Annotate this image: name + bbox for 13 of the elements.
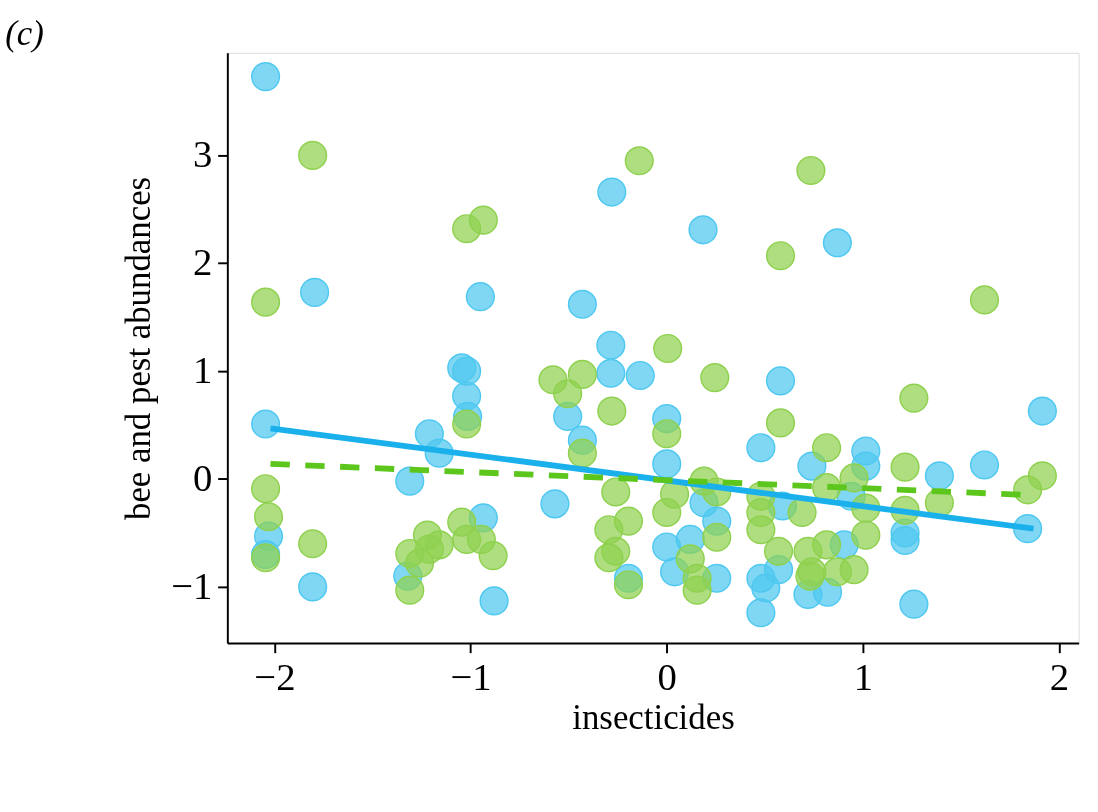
- x-axis-title: insecticides: [572, 697, 735, 737]
- y-axis-title: bee and pest abundances: [118, 176, 158, 521]
- y-tick-label: 1: [193, 349, 213, 392]
- y-tick-label: 0: [193, 457, 213, 500]
- x-tick-label: −2: [254, 655, 296, 698]
- chart-title: (c): [5, 14, 44, 54]
- x-tick-label: −1: [450, 655, 492, 698]
- y-tick-label: 3: [193, 133, 213, 176]
- x-tick-label: 0: [657, 655, 677, 698]
- x-tick-label: 2: [1049, 655, 1070, 698]
- x-tick-label: 1: [853, 655, 874, 698]
- y-tick-label: −1: [171, 565, 213, 607]
- y-tick-label: 2: [193, 241, 213, 284]
